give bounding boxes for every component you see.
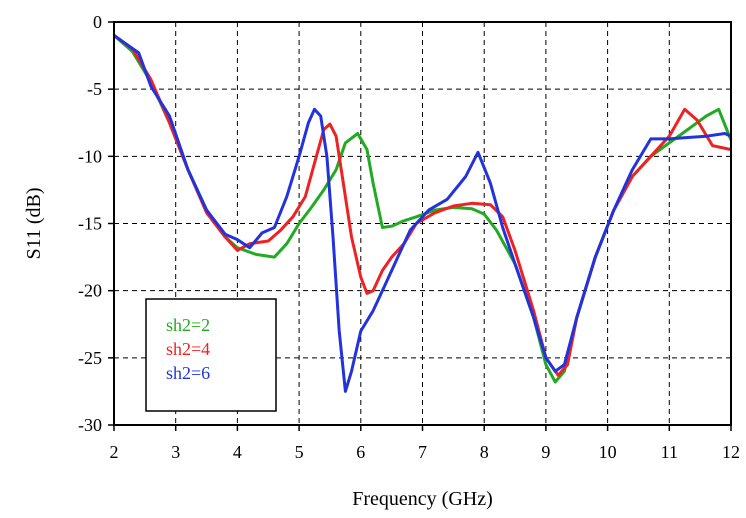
y-tick-label: -15 (78, 214, 102, 234)
x-tick-label: 8 (480, 442, 489, 462)
y-tick-label: -25 (78, 348, 102, 368)
x-tick-labels: 2 3 4 5 6 7 8 9 10 11 12 (110, 425, 740, 462)
x-tick-label: 5 (295, 442, 304, 462)
x-tick-label: 4 (233, 442, 242, 462)
legend-entry-sh2-6: sh2=6 (166, 363, 210, 383)
legend-entry-sh2-2: sh2=2 (166, 315, 210, 335)
y-tick-label: -10 (78, 146, 102, 166)
y-tick-label: -30 (78, 415, 102, 435)
y-tick-label: -5 (87, 79, 102, 99)
x-tick-label: 2 (110, 442, 119, 462)
x-tick-label: 12 (722, 442, 740, 462)
x-tick-label: 3 (171, 442, 180, 462)
x-tick-label: 7 (418, 442, 427, 462)
x-tick-label: 6 (356, 442, 365, 462)
y-tick-label: -20 (78, 281, 102, 301)
y-tick-label: 0 (93, 12, 102, 32)
y-tick-labels: 0 -5 -10 -15 -20 -25 -30 (78, 12, 114, 435)
y-axis-title: S11 (dB) (23, 187, 45, 259)
series-line-sh2-6 (113, 34, 732, 393)
legend: sh2=2 sh2=4 sh2=6 (145, 298, 277, 412)
x-tick-label: 9 (541, 442, 550, 462)
legend-box (145, 298, 277, 412)
x-axis-title: Frequency (GHz) (352, 488, 493, 510)
series-lines (113, 34, 733, 393)
legend-entry-sh2-4: sh2=4 (166, 339, 210, 359)
x-tick-label: 10 (599, 442, 617, 462)
x-tick-label: 11 (661, 442, 678, 462)
